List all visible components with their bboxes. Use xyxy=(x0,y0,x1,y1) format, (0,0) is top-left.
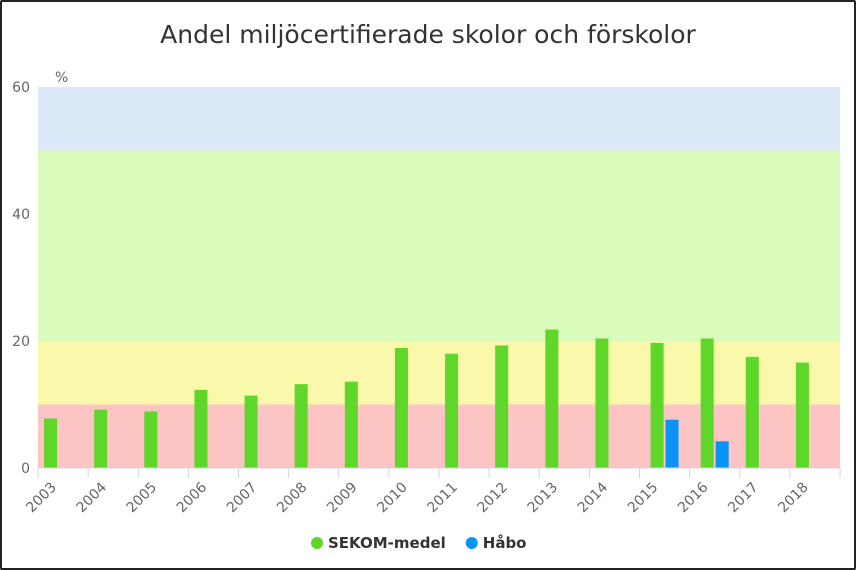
x-axis: 2003 2004 2005 2006 2007 2008 2009 2010 2011 2012… xyxy=(23,467,841,517)
x-tick-label: 2007 xyxy=(224,480,261,517)
chart-title: Andel miljöcertifierade skolor och försk… xyxy=(160,20,696,49)
bar-sekom-medel-2012[interactable] xyxy=(495,345,509,468)
legend-marker xyxy=(311,537,323,549)
bar-håbo-2015[interactable] xyxy=(665,419,679,468)
legend: SEKOM-medel Håbo xyxy=(311,534,526,552)
x-tick-label: 2013 xyxy=(525,480,562,517)
bar-sekom-medel-2014[interactable] xyxy=(595,338,609,468)
bar-sekom-medel-2016[interactable] xyxy=(700,338,714,468)
legend-item-0[interactable]: SEKOM-medel xyxy=(311,534,446,552)
y-tick-label: 60 xyxy=(12,80,30,96)
bar-sekom-medel-2004[interactable] xyxy=(94,409,108,468)
x-tick-label: 2014 xyxy=(575,479,612,516)
x-tick-label: 2011 xyxy=(424,480,461,517)
bar-håbo-2016[interactable] xyxy=(715,441,729,468)
legend-item-1[interactable]: Håbo xyxy=(465,534,527,552)
x-tick-label: 2003 xyxy=(23,480,60,517)
y-tick-label: 0 xyxy=(21,461,30,477)
legend-marker xyxy=(465,537,478,549)
bar-sekom-medel-2006[interactable] xyxy=(194,389,208,468)
bar-sekom-medel-2003[interactable] xyxy=(44,418,58,468)
bar-sekom-medel-2007[interactable] xyxy=(244,395,258,468)
bar-sekom-medel-2017[interactable] xyxy=(745,356,759,468)
band-3 xyxy=(38,87,840,151)
bar-sekom-medel-2011[interactable] xyxy=(445,353,459,468)
background-bands xyxy=(38,87,840,468)
legend-label: Håbo xyxy=(483,534,527,552)
y-tick-label: 40 xyxy=(12,207,30,223)
bars xyxy=(44,329,809,468)
x-tick-label: 2006 xyxy=(174,479,211,516)
x-tick-label: 2009 xyxy=(324,480,361,517)
bar-sekom-medel-2018[interactable] xyxy=(795,362,809,468)
bar-sekom-medel-2010[interactable] xyxy=(394,347,408,468)
legend-label: SEKOM-medel xyxy=(328,534,446,552)
x-tick-label: 2017 xyxy=(725,480,762,517)
bar-sekom-medel-2013[interactable] xyxy=(545,329,559,468)
x-tick-label: 2004 xyxy=(74,479,111,516)
band-2 xyxy=(38,150,840,341)
y-axis-unit-label: % xyxy=(55,70,68,86)
x-tick-label: 2012 xyxy=(475,480,512,517)
y-tick-label: 20 xyxy=(12,334,30,350)
bar-sekom-medel-2005[interactable] xyxy=(144,411,158,468)
x-tick-label: 2005 xyxy=(124,480,161,517)
y-axis: 0 20 40 60 xyxy=(12,80,30,477)
bar-sekom-medel-2008[interactable] xyxy=(294,384,308,468)
x-tick-label: 2018 xyxy=(775,480,812,517)
bar-sekom-medel-2009[interactable] xyxy=(344,381,358,468)
x-tick-label: 2015 xyxy=(625,480,662,517)
band-1 xyxy=(38,341,840,405)
x-tick-label: 2016 xyxy=(675,479,712,516)
bar-sekom-medel-2015[interactable] xyxy=(650,342,664,468)
x-tick-label: 2010 xyxy=(374,480,411,517)
x-tick-label: 2008 xyxy=(274,480,311,517)
